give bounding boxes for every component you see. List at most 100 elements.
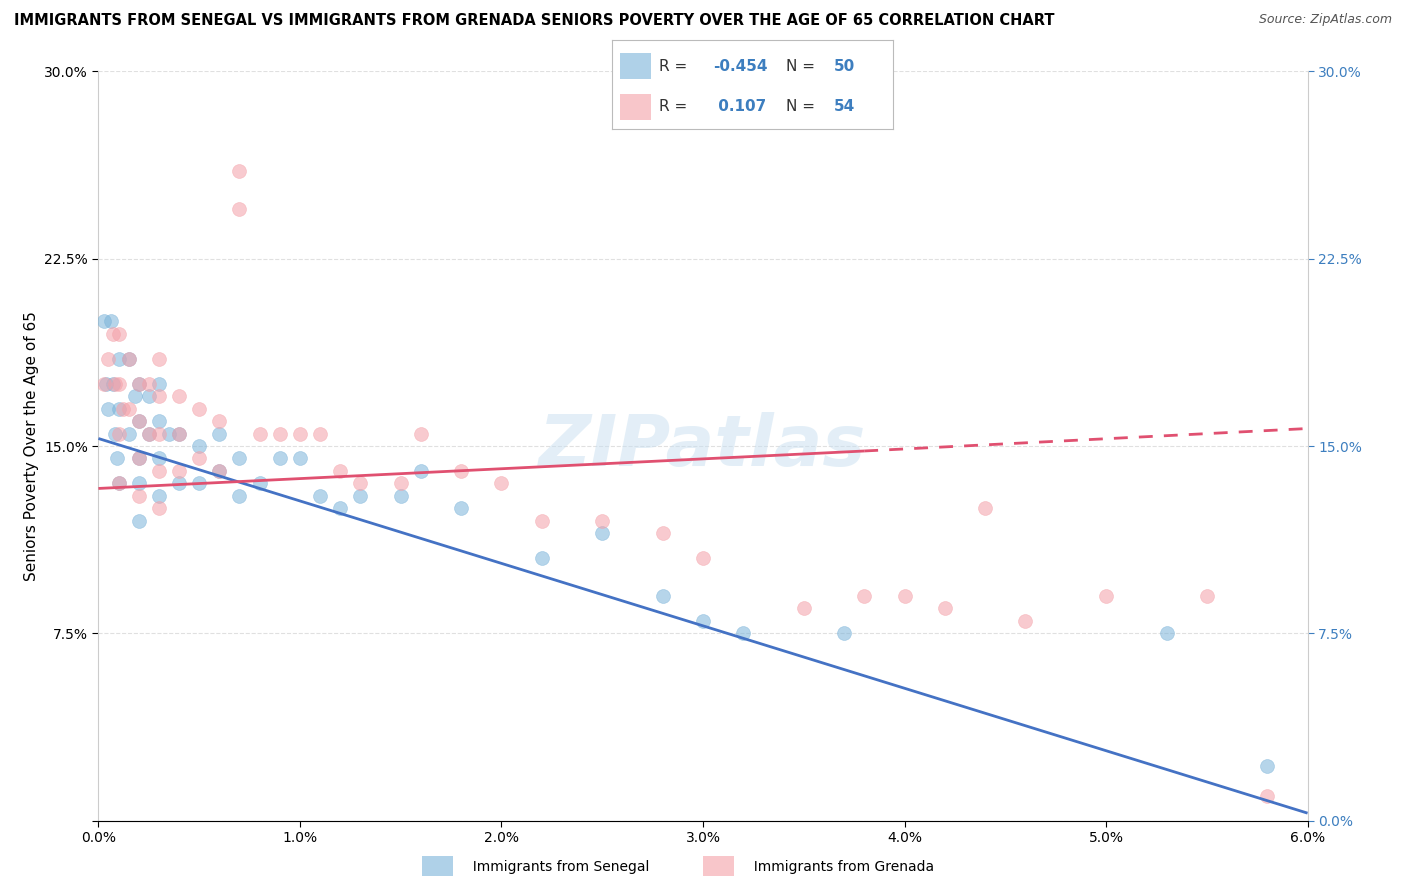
Point	[97, 401, 120, 416]
Point	[491, 476, 513, 491]
Text: N =: N =	[786, 59, 820, 73]
Point	[832, 626, 855, 640]
Text: Immigrants from Grenada: Immigrants from Grenada	[745, 860, 935, 874]
Point	[138, 389, 160, 403]
Point	[1256, 789, 1278, 803]
Point	[128, 451, 150, 466]
Point	[167, 426, 190, 441]
Point	[692, 614, 714, 628]
Text: 50: 50	[834, 59, 855, 73]
Point	[128, 451, 150, 466]
Point	[107, 401, 129, 416]
Point	[128, 514, 150, 528]
Point	[692, 551, 714, 566]
Point	[188, 476, 211, 491]
Point	[228, 451, 250, 466]
Text: 54: 54	[834, 99, 855, 113]
Point	[733, 626, 755, 640]
Point	[349, 476, 371, 491]
Point	[974, 501, 997, 516]
Point	[1195, 589, 1218, 603]
Point	[128, 376, 150, 391]
Point	[167, 426, 190, 441]
Point	[148, 451, 170, 466]
Point	[249, 426, 271, 441]
Point	[329, 464, 352, 478]
Point	[269, 451, 291, 466]
Point	[893, 589, 915, 603]
Point	[853, 589, 876, 603]
Bar	[620, 53, 651, 79]
Point	[288, 451, 311, 466]
Point	[103, 376, 125, 391]
Text: ZIPatlas: ZIPatlas	[540, 411, 866, 481]
Point	[128, 489, 150, 503]
Point	[138, 426, 160, 441]
Point	[208, 464, 231, 478]
Point	[651, 589, 673, 603]
Point	[309, 489, 332, 503]
Point	[101, 376, 124, 391]
Point	[118, 426, 141, 441]
Point	[128, 376, 150, 391]
Point	[1156, 626, 1178, 640]
Point	[167, 389, 190, 403]
Text: N =: N =	[786, 99, 820, 113]
Point	[309, 426, 332, 441]
Point	[107, 376, 129, 391]
Point	[450, 501, 472, 516]
Point	[97, 351, 120, 366]
Point	[93, 376, 115, 391]
Point	[148, 501, 170, 516]
Point	[148, 489, 170, 503]
Point	[208, 426, 231, 441]
Point	[107, 326, 129, 341]
Point	[188, 451, 211, 466]
Point	[167, 464, 190, 478]
Point	[148, 414, 170, 428]
Point	[409, 464, 432, 478]
Point	[249, 476, 271, 491]
Text: -0.454: -0.454	[713, 59, 768, 73]
Point	[269, 426, 291, 441]
Point	[591, 514, 613, 528]
Point	[188, 401, 211, 416]
Point	[409, 426, 432, 441]
Point	[103, 426, 125, 441]
Point	[100, 314, 122, 328]
Point	[111, 401, 134, 416]
Point	[349, 489, 371, 503]
Point	[138, 376, 160, 391]
Point	[389, 476, 412, 491]
Text: Immigrants from Senegal: Immigrants from Senegal	[464, 860, 650, 874]
Point	[934, 601, 956, 615]
Point	[128, 414, 150, 428]
Point	[530, 514, 553, 528]
Point	[157, 426, 180, 441]
Point	[148, 351, 170, 366]
Point	[288, 426, 311, 441]
Point	[208, 464, 231, 478]
Point	[450, 464, 472, 478]
Point	[128, 476, 150, 491]
Text: R =: R =	[659, 59, 693, 73]
Point	[228, 164, 250, 178]
Point	[96, 376, 118, 391]
Text: IMMIGRANTS FROM SENEGAL VS IMMIGRANTS FROM GRENADA SENIORS POVERTY OVER THE AGE : IMMIGRANTS FROM SENEGAL VS IMMIGRANTS FR…	[14, 13, 1054, 29]
Point	[793, 601, 815, 615]
Point	[118, 351, 141, 366]
Bar	[620, 94, 651, 120]
Point	[1014, 614, 1036, 628]
Y-axis label: Seniors Poverty Over the Age of 65: Seniors Poverty Over the Age of 65	[24, 311, 38, 581]
Point	[138, 426, 160, 441]
Point	[1256, 758, 1278, 772]
Point	[148, 426, 170, 441]
Point	[1095, 589, 1118, 603]
Point	[148, 376, 170, 391]
Point	[228, 202, 250, 216]
Point	[107, 476, 129, 491]
Text: R =: R =	[659, 99, 693, 113]
Point	[107, 426, 129, 441]
Point	[530, 551, 553, 566]
Point	[329, 501, 352, 516]
